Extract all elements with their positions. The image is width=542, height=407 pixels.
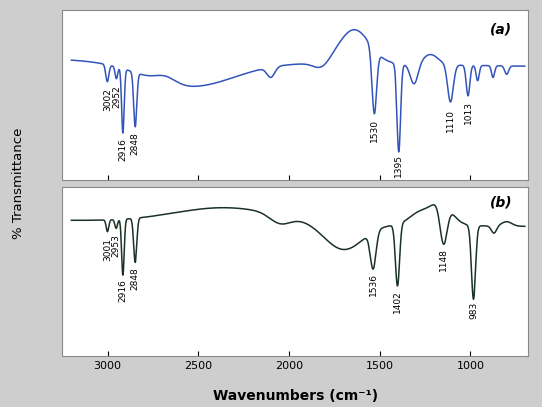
Text: 1530: 1530 [370,119,379,142]
Text: 983: 983 [469,302,478,319]
Text: 1148: 1148 [439,249,448,271]
Text: 1013: 1013 [463,101,473,124]
Text: Wavenumbers (cm⁻¹): Wavenumbers (cm⁻¹) [213,389,378,403]
Text: % Transmittance: % Transmittance [12,127,25,239]
Text: 3002: 3002 [103,88,112,111]
Text: 2916: 2916 [118,138,127,161]
Text: 1402: 1402 [393,290,402,313]
Text: 1395: 1395 [394,153,403,177]
Text: 2952: 2952 [112,85,121,108]
Text: 3001: 3001 [103,238,112,260]
Text: 1110: 1110 [446,109,455,132]
Text: (b): (b) [489,195,512,209]
Text: 2953: 2953 [112,234,121,257]
Text: 2848: 2848 [131,132,140,155]
Text: (a): (a) [490,22,512,36]
Text: 1536: 1536 [369,274,378,296]
Text: 2916: 2916 [118,280,127,302]
Text: 2848: 2848 [131,267,140,289]
